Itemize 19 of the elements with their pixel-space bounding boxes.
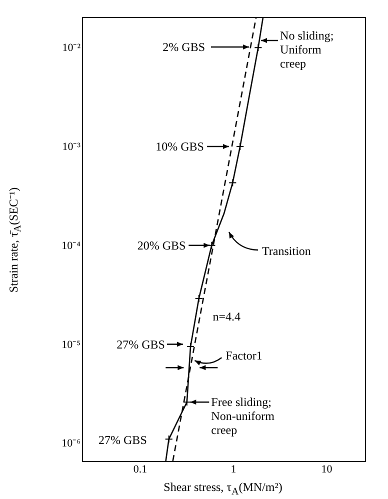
annotation: 27% GBS	[116, 337, 165, 352]
annotation: Free sliding; Non-uniform creep	[211, 395, 276, 438]
annotation: 2% GBS	[162, 40, 205, 54]
x-tick-label: 0.1	[133, 464, 148, 476]
annotation: 27% GBS	[98, 433, 147, 448]
x-axis-title: Shear stress, τ$_{A}$(MN/m²)	[164, 480, 282, 498]
annotation: 10% GBS	[156, 140, 204, 154]
annotation: Factor1	[226, 348, 262, 363]
y-tick-label: 10⁻³	[62, 141, 82, 153]
y-tick-label: 10⁻⁴	[62, 240, 81, 252]
annotation: Transition	[262, 244, 311, 258]
annotation: No sliding; Uniform creep	[280, 28, 334, 71]
y-tick-label: 10⁻²	[62, 42, 82, 54]
x-tick-label: 10	[321, 464, 333, 476]
annotation: n=4.4	[212, 310, 240, 324]
x-tick-label: 1	[230, 464, 236, 476]
y-tick-label: 10⁻⁶	[62, 438, 81, 450]
annotation: 20% GBS	[137, 238, 186, 252]
y-tick-label: 10⁻⁵	[62, 338, 81, 351]
